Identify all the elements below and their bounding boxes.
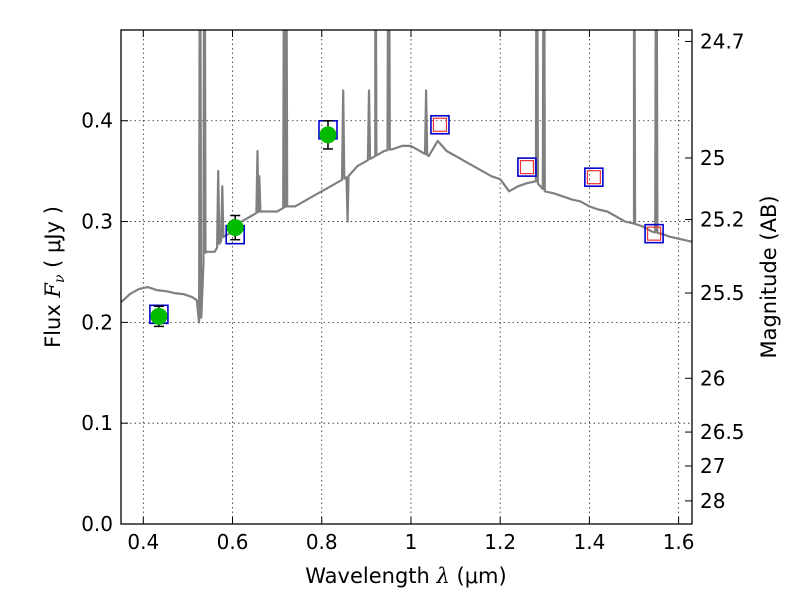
x-axis-label: Wavelength λ (μm): [305, 564, 506, 588]
nir-photometry-box: [430, 114, 450, 135]
x-tick-label: 0.8: [306, 530, 338, 554]
spectrum-line: [121, 30, 692, 324]
x-tick-label: 1: [405, 530, 418, 554]
x-tick-label: 0.6: [217, 530, 249, 554]
nir-photometry-inner-box: [646, 226, 662, 241]
y2-tick-label: 26.5: [700, 420, 745, 444]
y2-tick-label: 24.7: [700, 29, 745, 53]
nir-photometry-inner-box: [432, 117, 448, 132]
grid-lines: [121, 30, 692, 524]
y2-tick-label: 25: [700, 146, 725, 170]
x-tick-label: 0.4: [127, 530, 159, 554]
y-tick-label: 0.1: [81, 411, 113, 435]
plot-frame: [120, 29, 693, 525]
y2-tick-label: 25.2: [700, 208, 745, 232]
y2-tick-label: 26: [700, 366, 725, 390]
nir-photometry-box: [584, 167, 604, 187]
y-tick-label: 0.4: [81, 109, 113, 133]
y-tick-label: 0.2: [81, 310, 113, 334]
nir-photometry-inner-box: [586, 170, 601, 185]
nir-photometry-box: [644, 223, 664, 244]
y-axis-label: Flux Fν ( μJy ): [41, 206, 68, 348]
observed-point: [150, 307, 168, 325]
nir-photometry-inner-box: [519, 160, 535, 175]
y2-tick-label: 27: [700, 454, 725, 478]
plot-area: [121, 30, 692, 328]
y2-tick-label: 28: [700, 489, 725, 513]
axis-ticks: [121, 30, 692, 525]
x-tick-label: 1.2: [484, 530, 516, 554]
nir-photometry-box: [517, 157, 537, 177]
x-tick-label: 1.4: [573, 530, 605, 554]
x-tick-label: 1.6: [663, 530, 695, 554]
y2-tick-label: 25.5: [700, 281, 745, 305]
y2-axis-label: Magnitude (AB): [757, 195, 781, 358]
y-tick-label: 0.3: [81, 210, 113, 234]
observed-point: [226, 219, 244, 237]
observed-point: [319, 126, 337, 144]
y-tick-label: 0.0: [81, 512, 113, 536]
